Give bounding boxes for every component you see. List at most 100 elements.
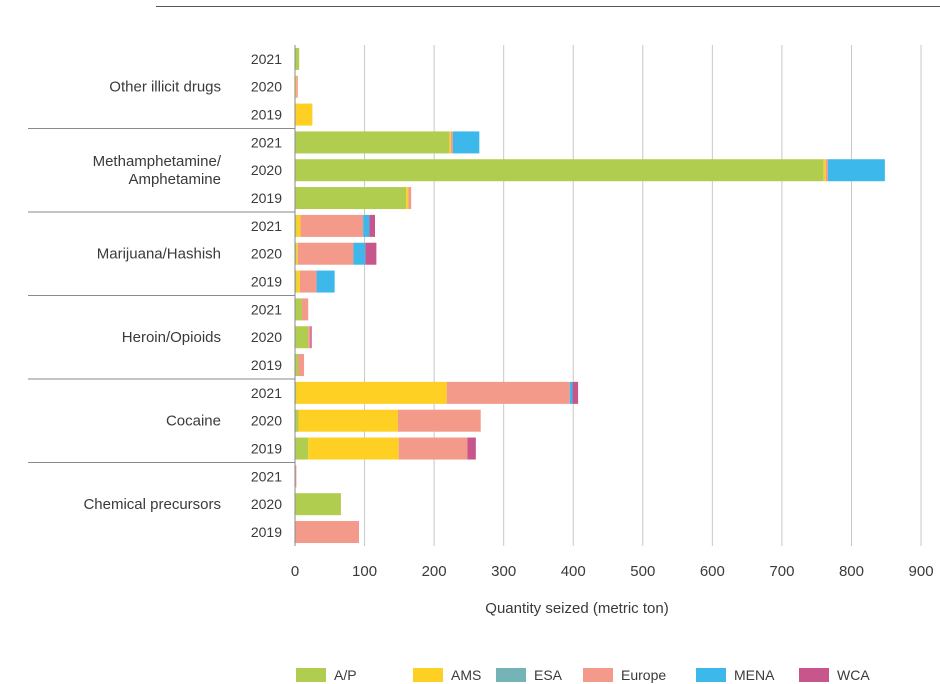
year-label: 2020 [251,162,282,178]
bar-segment [296,242,298,265]
year-label: 2021 [251,134,282,150]
bar-segment [295,159,824,182]
year-label: 2019 [251,524,282,540]
bar-segment [452,131,480,154]
bar-segment [295,465,297,488]
bar-segment [296,270,300,293]
top-rule [156,6,940,7]
bar-segment [295,103,313,126]
x-tick-label: 800 [839,563,864,580]
year-label: 2019 [251,357,282,373]
x-tick-label: 400 [561,563,586,580]
group-label: Amphetamine [128,171,221,188]
legend-label: MENA [734,667,775,683]
year-label: 2020 [251,246,282,262]
x-tick-label: 0 [291,563,299,580]
bar-segment [310,326,312,349]
year-label: 2019 [251,441,282,457]
bar-segment [295,298,302,321]
bar-segment [296,214,301,237]
year-label: 2020 [251,496,282,512]
year-label: 2020 [251,79,282,95]
bar-segment [369,214,375,237]
bar-segment [823,159,826,182]
bar-segment [308,326,311,349]
x-tick-label: 100 [352,563,377,580]
legend-swatch [696,668,726,682]
bar-segment [446,381,570,404]
bar-segment [295,187,407,210]
x-tick-label: 500 [630,563,655,580]
bar-segment [825,159,828,182]
x-tick-label: 900 [909,563,934,580]
group-label: Other illicit drugs [109,79,221,96]
bar-segment [298,354,305,377]
year-label: 2019 [251,274,282,290]
bar-segment [295,409,299,432]
bar-segment [827,159,885,182]
bar-segment [297,242,354,265]
year-label: 2020 [251,413,282,429]
bar-segment [296,75,298,98]
bar-segment [295,493,341,516]
year-label: 2021 [251,301,282,317]
bar-segment [295,242,297,265]
legend-label: A/P [334,667,357,683]
bar-segment [295,326,309,349]
bar-segment [298,409,398,432]
bar-segment [449,131,451,154]
bar-segment [398,437,468,460]
legend-label: ESA [534,667,563,683]
year-label: 2019 [251,107,282,123]
bar-segment [301,298,309,321]
bar-segment [353,242,366,265]
year-label: 2019 [251,190,282,206]
legend-swatch [413,668,443,682]
bar-segment [295,381,297,404]
bar-segment [295,354,299,377]
legend-label: AMS [451,667,481,683]
x-tick-label: 300 [491,563,516,580]
group-label: Methamphetamine/ [93,153,222,170]
bar-segment [295,75,297,98]
x-axis-title: Quantity seized (metric ton) [485,600,668,617]
legend-swatch [583,668,613,682]
x-tick-label: 700 [769,563,794,580]
year-label: 2021 [251,468,282,484]
bar-segment [316,270,335,293]
year-label: 2020 [251,329,282,345]
year-label: 2021 [251,51,282,67]
legend-label: WCA [837,667,870,683]
bar-segment [299,270,317,293]
bar-segment [408,187,412,210]
bar-segment [295,47,300,70]
bar-segment [308,437,399,460]
legend-swatch [296,668,326,682]
x-tick-label: 200 [422,563,447,580]
x-tick-label: 600 [700,563,725,580]
bar-segment [363,214,370,237]
bar-segment [295,214,297,237]
bar-segment [296,381,447,404]
bar-segment [572,381,579,404]
bar-segment [467,437,476,460]
bar-segment [397,409,481,432]
bar-segment [406,187,409,210]
bar-segment [300,214,364,237]
group-label: Marijuana/Hashish [97,246,221,263]
bar-segment [295,131,450,154]
legend-swatch [496,668,526,682]
year-label: 2021 [251,218,282,234]
group-label: Cocaine [166,413,221,430]
legend-label: Europe [621,667,666,683]
bar-segment [450,131,453,154]
bar-segment [569,381,573,404]
bar-segment [295,437,309,460]
bar-segment [295,521,359,544]
legend-swatch [799,668,829,682]
group-label: Chemical precursors [83,496,221,513]
bar-segment [365,242,377,265]
group-label: Heroin/Opioids [122,329,221,346]
bar-segment [295,270,297,293]
